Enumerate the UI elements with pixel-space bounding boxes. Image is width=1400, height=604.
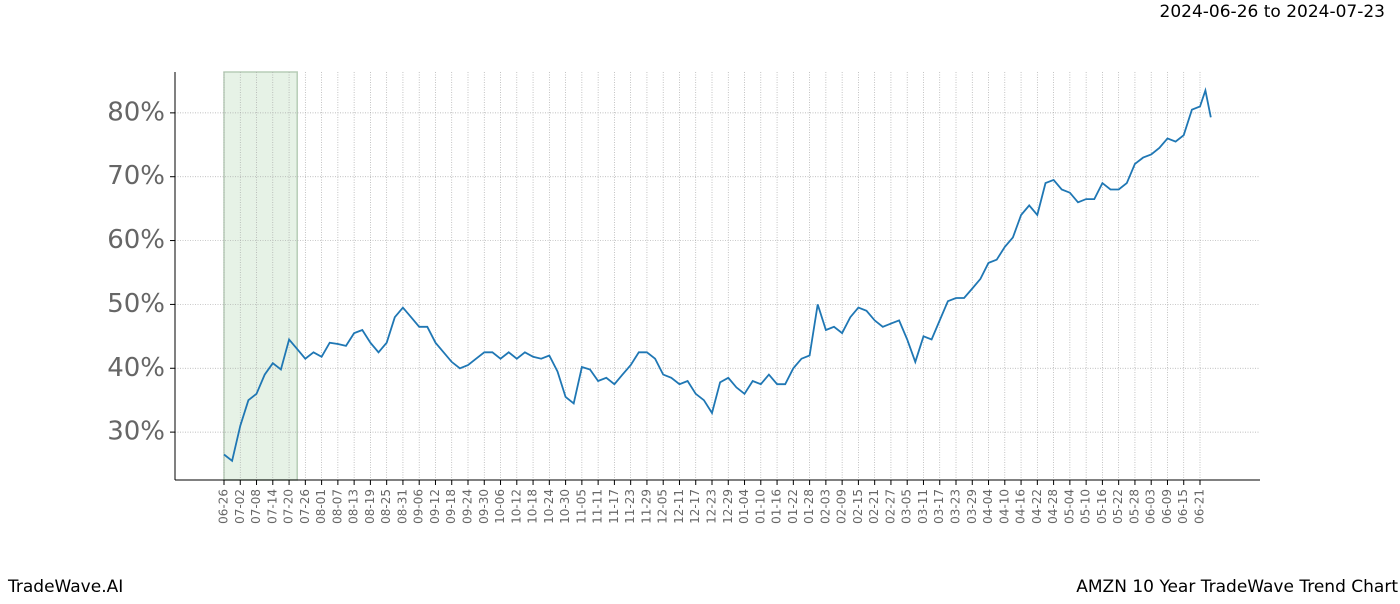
- trend-line: [223, 87, 1212, 463]
- x-tick-label: 05-28: [1127, 489, 1141, 524]
- x-tick-label: 03-05: [900, 489, 914, 524]
- chart-title: 2024-06-26 to 2024-07-23: [1160, 2, 1385, 22]
- x-tick-label: 07-02: [233, 489, 247, 524]
- x-tick-label: 08-25: [379, 489, 393, 524]
- y-tick-label: 40%: [107, 353, 165, 383]
- x-tick-label: 03-11: [916, 489, 930, 524]
- x-tick-label: 03-17: [932, 489, 946, 524]
- x-tick-label: 03-29: [965, 489, 979, 524]
- x-tick-label: 03-23: [949, 489, 963, 524]
- x-tick-label: 01-10: [753, 489, 767, 524]
- x-tick-label: 12-29: [721, 489, 735, 524]
- x-tick-label: 06-03: [1144, 489, 1158, 524]
- x-tick-label: 04-10: [997, 489, 1011, 524]
- x-tick-label: 02-27: [883, 489, 897, 524]
- x-tick-label: 10-18: [526, 489, 540, 524]
- x-tick-label: 10-24: [542, 489, 556, 524]
- x-tick-label: 10-30: [558, 489, 572, 524]
- x-tick-label: 01-16: [770, 489, 784, 524]
- x-tick-label: 08-13: [347, 489, 361, 524]
- x-tick-label: 01-04: [737, 489, 751, 524]
- x-tick-label: 04-16: [1014, 489, 1028, 524]
- x-tick-label: 07-14: [265, 489, 279, 524]
- x-tick-label: 12-05: [656, 489, 670, 524]
- x-tick-label: 11-23: [623, 489, 637, 524]
- x-tick-label: 02-09: [835, 489, 849, 524]
- x-tick-label: 05-10: [1079, 489, 1093, 524]
- x-tick-label: 08-31: [395, 489, 409, 524]
- x-tick-label: 04-22: [1030, 489, 1044, 524]
- x-tick-label: 11-05: [574, 489, 588, 524]
- x-tick-label: 09-12: [428, 489, 442, 524]
- x-tick-label: 05-22: [1111, 489, 1125, 524]
- x-tick-label: 11-29: [639, 489, 653, 524]
- footer-right: AMZN 10 Year TradeWave Trend Chart: [1076, 577, 1398, 597]
- x-tick-label: 02-03: [818, 489, 832, 524]
- x-tick-label: 01-28: [802, 489, 816, 524]
- x-tick-label: 10-12: [509, 489, 523, 524]
- x-tick-label: 08-19: [363, 489, 377, 524]
- x-tick-label: 10-06: [493, 489, 507, 524]
- x-tick-label: 12-23: [705, 489, 719, 524]
- footer-left: TradeWave.AI: [7, 577, 123, 597]
- x-tick-label: 12-11: [672, 489, 686, 524]
- x-tick-label: 09-24: [461, 489, 475, 524]
- x-tick-label: 04-04: [981, 489, 995, 524]
- y-tick-label: 50%: [107, 289, 165, 319]
- highlight-band: [223, 71, 298, 481]
- y-tick-label: 60%: [107, 225, 165, 255]
- y-tick-label: 80%: [107, 97, 165, 127]
- x-tick-label: 02-15: [851, 489, 865, 524]
- x-tick-label: 07-08: [249, 489, 263, 524]
- x-tick-label: 06-26: [217, 489, 231, 524]
- x-tick-label: 11-11: [591, 489, 605, 524]
- y-tick-label: 30%: [107, 417, 165, 447]
- x-tick-label: 08-07: [330, 489, 344, 524]
- x-tick-label: 12-17: [688, 489, 702, 524]
- x-tick-label: 07-26: [298, 489, 312, 524]
- x-tick-label: 06-15: [1176, 489, 1190, 524]
- x-tick-label: 06-09: [1160, 489, 1174, 524]
- x-tick-label: 11-17: [607, 489, 621, 524]
- x-tick-label: 07-20: [282, 489, 296, 524]
- x-tick-label: 06-21: [1193, 489, 1207, 524]
- x-tick-label: 02-21: [867, 489, 881, 524]
- x-tick-label: 05-16: [1095, 489, 1109, 524]
- x-tick-label: 09-30: [477, 489, 491, 524]
- x-tick-label: 04-28: [1046, 489, 1060, 524]
- x-tick-label: 05-04: [1062, 489, 1076, 524]
- x-tick-label: 01-22: [786, 489, 800, 524]
- y-tick-label: 70%: [107, 161, 165, 191]
- x-tick-label: 08-01: [314, 489, 328, 524]
- x-tick-label: 09-18: [444, 489, 458, 524]
- x-tick-label: 09-06: [412, 489, 426, 524]
